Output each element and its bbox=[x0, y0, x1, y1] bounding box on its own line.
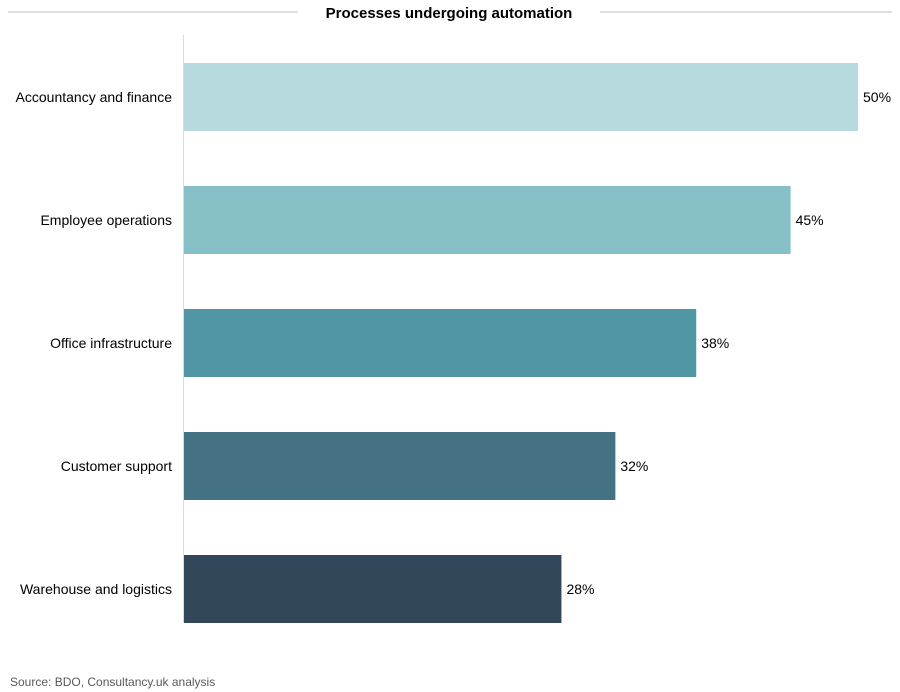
value-label-3: 38% bbox=[701, 335, 729, 351]
bar-1 bbox=[184, 63, 858, 131]
category-label-5: Warehouse and logistics bbox=[20, 581, 172, 597]
bar-5 bbox=[184, 555, 562, 623]
source-note: Source: BDO, Consultancy.uk analysis bbox=[10, 675, 215, 689]
category-label-2: Employee operations bbox=[40, 212, 172, 228]
bar-3 bbox=[184, 309, 697, 377]
value-label-2: 45% bbox=[796, 212, 824, 228]
chart-title: Processes undergoing automation bbox=[326, 5, 573, 22]
category-label-1: Accountancy and finance bbox=[16, 89, 173, 105]
category-label-4: Customer support bbox=[61, 458, 172, 474]
bar-4 bbox=[184, 432, 616, 500]
value-label-4: 32% bbox=[620, 458, 648, 474]
value-label-5: 28% bbox=[566, 581, 594, 597]
category-label-3: Office infrastructure bbox=[50, 335, 172, 351]
bars-group: Accountancy and finance 50% Employee opera… bbox=[16, 63, 891, 623]
bar-2 bbox=[184, 186, 791, 254]
value-label-1: 50% bbox=[863, 89, 891, 105]
